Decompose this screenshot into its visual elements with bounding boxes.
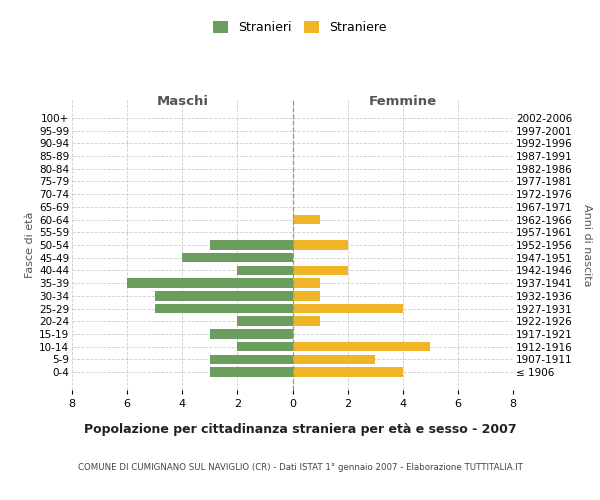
Bar bbox=[127, 278, 293, 288]
Legend: Stranieri, Straniere: Stranieri, Straniere bbox=[208, 16, 392, 40]
Bar bbox=[293, 215, 320, 224]
Bar bbox=[293, 304, 403, 314]
Bar bbox=[293, 240, 347, 250]
Bar bbox=[293, 354, 375, 364]
Bar bbox=[210, 329, 293, 338]
Text: Femmine: Femmine bbox=[368, 95, 437, 108]
Bar bbox=[182, 253, 293, 262]
Y-axis label: Anni di nascita: Anni di nascita bbox=[582, 204, 592, 286]
Bar bbox=[293, 368, 403, 377]
Text: Maschi: Maschi bbox=[156, 95, 208, 108]
Text: COMUNE DI CUMIGNANO SUL NAVIGLIO (CR) - Dati ISTAT 1° gennaio 2007 - Elaborazion: COMUNE DI CUMIGNANO SUL NAVIGLIO (CR) - … bbox=[77, 462, 523, 471]
Text: Popolazione per cittadinanza straniera per età e sesso - 2007: Popolazione per cittadinanza straniera p… bbox=[83, 422, 517, 436]
Bar bbox=[210, 240, 293, 250]
Bar bbox=[155, 291, 293, 300]
Bar bbox=[293, 316, 320, 326]
Bar bbox=[155, 304, 293, 314]
Bar bbox=[293, 291, 320, 300]
Bar bbox=[238, 266, 293, 275]
Bar bbox=[293, 278, 320, 288]
Bar bbox=[293, 342, 430, 351]
Bar bbox=[238, 316, 293, 326]
Bar bbox=[238, 342, 293, 351]
Bar bbox=[210, 368, 293, 377]
Bar bbox=[210, 354, 293, 364]
Bar bbox=[293, 266, 347, 275]
Y-axis label: Fasce di età: Fasce di età bbox=[25, 212, 35, 278]
